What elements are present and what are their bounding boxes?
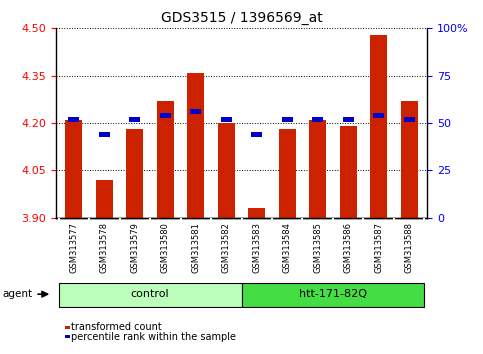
Text: GSM313587: GSM313587 (374, 222, 383, 273)
Bar (373, 113, 384, 118)
Bar (157, 101, 174, 218)
Bar (69, 117, 79, 122)
Bar (129, 117, 140, 122)
Bar (279, 129, 296, 218)
Bar (218, 123, 235, 218)
Bar (66, 120, 82, 218)
Text: GSM313585: GSM313585 (313, 222, 322, 273)
Text: GSM313581: GSM313581 (191, 222, 200, 273)
Bar (370, 35, 387, 218)
Text: GSM313580: GSM313580 (161, 222, 170, 273)
Text: GSM313583: GSM313583 (252, 222, 261, 273)
Bar (242, 283, 425, 307)
Bar (221, 117, 232, 122)
Bar (312, 117, 323, 122)
Text: GSM313578: GSM313578 (100, 222, 109, 273)
Text: GSM313586: GSM313586 (344, 222, 353, 273)
Text: GSM313582: GSM313582 (222, 222, 231, 273)
Bar (251, 132, 262, 137)
Text: agent: agent (2, 289, 32, 299)
Text: GSM313579: GSM313579 (130, 222, 139, 273)
Text: htt-171-82Q: htt-171-82Q (299, 289, 367, 299)
Bar (340, 126, 356, 218)
Bar (160, 113, 171, 118)
Text: transformed count: transformed count (71, 322, 161, 332)
Bar (65, 326, 70, 329)
Text: GSM313577: GSM313577 (70, 222, 78, 273)
Text: control: control (131, 289, 170, 299)
Bar (127, 129, 143, 218)
Text: GSM313584: GSM313584 (283, 222, 292, 273)
Text: percentile rank within the sample: percentile rank within the sample (71, 332, 236, 342)
Bar (187, 73, 204, 218)
Bar (401, 101, 417, 218)
Bar (96, 180, 113, 218)
Bar (99, 132, 110, 137)
Bar (190, 109, 201, 114)
Bar (282, 117, 293, 122)
Text: GSM313588: GSM313588 (405, 222, 413, 273)
Bar (65, 335, 70, 338)
Bar (58, 283, 242, 307)
Bar (248, 208, 265, 218)
Bar (343, 117, 354, 122)
Title: GDS3515 / 1396569_at: GDS3515 / 1396569_at (161, 11, 322, 24)
Bar (309, 120, 326, 218)
Bar (404, 117, 414, 122)
